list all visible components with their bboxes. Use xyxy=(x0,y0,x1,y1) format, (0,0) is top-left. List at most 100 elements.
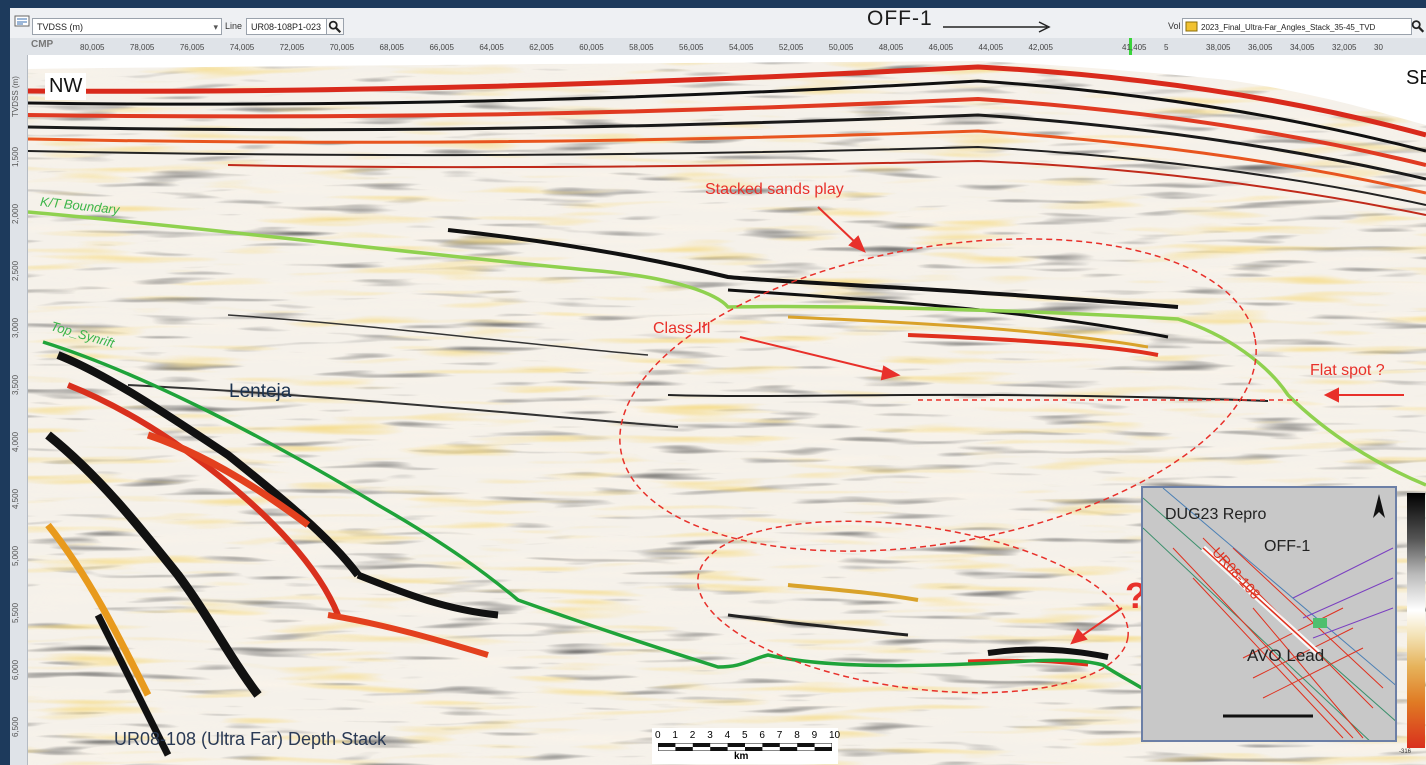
deep-anomaly-outline xyxy=(697,520,1129,694)
cmp-tick-label: 50,005 xyxy=(828,43,854,52)
depth-tick-label: 4,500 xyxy=(11,488,20,509)
scale-bar-tick: 3 xyxy=(707,730,713,741)
cmp-ruler[interactable]: CMP 80,005 78,005 76,005 74,005 72,005 70,005… xyxy=(10,38,1426,56)
depth-domain-select[interactable]: TVDSS (m) ▾ xyxy=(32,18,222,35)
cmp-tick-label: 52,005 xyxy=(778,43,804,52)
scale-bar: 0 1 2 3 4 5 6 7 8 9 10 km xyxy=(652,728,841,764)
scale-bar-tick: 1 xyxy=(672,730,678,741)
cmp-ruler-label: CMP xyxy=(31,39,54,50)
shallow-reflector-package xyxy=(28,64,1426,216)
cmp-tick-label: 56,005 xyxy=(679,43,704,52)
seismic-section[interactable]: NW SE K/T Boundary Top_Synrift Lenteja S… xyxy=(28,55,1426,765)
scale-bar-segment xyxy=(658,743,676,747)
scale-bar-graphic xyxy=(658,743,832,751)
cmp-tick-label: 62,005 xyxy=(529,43,554,52)
nw-direction-label: NW xyxy=(45,73,87,100)
cmp-tick-label: 41,405 xyxy=(1122,43,1147,52)
cmp-tick-label: 58,005 xyxy=(629,43,654,52)
scale-bar-tick: 9 xyxy=(811,730,818,741)
chevron-down-icon: ▾ xyxy=(213,22,218,32)
class-iii-arrowhead xyxy=(880,365,901,381)
cmp-tick-label: 60,005 xyxy=(579,43,604,52)
depth-tick-label: 6,500 xyxy=(11,716,20,737)
cmp-tick-label: 74,005 xyxy=(229,43,255,52)
line-label: Line xyxy=(225,21,243,31)
depth-tick-label: 3,000 xyxy=(11,317,20,338)
inset-avo-lead-label: AVO Lead xyxy=(1247,646,1325,665)
cmp-tick-label: 66,005 xyxy=(429,43,454,52)
depth-tick-label: 3,500 xyxy=(11,374,20,395)
scale-bar-segment xyxy=(745,747,763,751)
toolbar: TVDSS (m) ▾ Line UR08-108P1-023 OFF-1 Vo… xyxy=(10,8,1426,39)
class-iii-anomaly-outline xyxy=(619,238,1257,552)
vol-label: Vol xyxy=(1168,21,1181,31)
depth-domain-value: TVDSS (m) xyxy=(37,22,83,32)
cmp-tick-label: 64,005 xyxy=(479,43,504,52)
depth-tick-label: 4,000 xyxy=(11,431,20,452)
scale-bar-segment xyxy=(797,743,815,747)
cursor-position-marker xyxy=(1129,38,1132,55)
scale-bar-tick: 7 xyxy=(776,730,783,741)
kt-boundary-horizon xyxy=(28,210,1426,487)
line-input[interactable]: UR08-108P1-023 xyxy=(246,18,330,35)
cmp-tick-label: 36,005 xyxy=(1248,43,1273,52)
cmp-tick-label: 76,005 xyxy=(179,43,205,52)
volume-search-icon[interactable] xyxy=(1410,18,1426,34)
depth-tick-label: 2,500 xyxy=(11,260,20,281)
depth-ruler[interactable]: TVDSS (m) 1,500 2,000 2,500 3,000 3,500 4,000 4… xyxy=(10,55,28,765)
mid-reflectors xyxy=(127,228,1269,428)
direction-arrow-icon xyxy=(943,21,1051,33)
scale-bar-tick: 5 xyxy=(742,730,748,741)
cmp-tick-label: 30 xyxy=(1374,43,1383,52)
depth-tick-label: 6,000 xyxy=(11,659,20,680)
search-icon xyxy=(328,20,342,34)
class-iii-label: Class III xyxy=(653,320,711,337)
colorbar-gradient xyxy=(1407,493,1425,748)
volume-value: 2023_Final_Ultra-Far_Angles_Stack_35-45_… xyxy=(1201,23,1376,32)
inset-map-graphic xyxy=(1143,488,1395,740)
cmp-tick-label: 68,005 xyxy=(379,43,404,52)
top-synrift-horizon xyxy=(42,340,1154,697)
flat-spot-label: Flat spot ? xyxy=(1310,362,1385,379)
question-arrow xyxy=(1079,607,1123,638)
line-input-value: UR08-108P1-023 xyxy=(251,22,322,32)
scale-bar-tick: 8 xyxy=(794,730,800,741)
stacked-sands-label: Stacked sands play xyxy=(705,181,844,198)
stacked-sands-arrow xyxy=(817,206,859,246)
inset-location-map[interactable]: DUG23 Repro OFF-1 UR08-108 AVO Lead xyxy=(1141,486,1397,742)
section-view-icon[interactable] xyxy=(14,14,30,28)
inset-well-label: OFF-1 xyxy=(1264,538,1311,555)
scale-bar-tick: 2 xyxy=(689,730,696,741)
volume-cube-icon xyxy=(1185,21,1198,32)
question-arrowhead xyxy=(1070,628,1088,645)
cmp-tick-label: 5 xyxy=(1164,43,1169,52)
class-iii-arrow xyxy=(739,336,889,374)
section-caption: UR08-108 (Ultra Far) Depth Stack xyxy=(114,729,387,749)
scale-bar-segment xyxy=(814,747,832,751)
scale-bar-segment xyxy=(779,747,798,751)
scale-bar-segment xyxy=(675,747,693,751)
se-direction-label: SE xyxy=(1402,65,1426,92)
inset-map-title: DUG23 Repro xyxy=(1165,506,1267,523)
lenteja-label: Lenteja xyxy=(229,381,292,402)
stacked-sands-arrowhead xyxy=(848,235,866,253)
scale-bar-unit: km xyxy=(734,751,749,762)
scale-bar-tick: 10 xyxy=(829,730,841,741)
cmp-tick-label: 46,005 xyxy=(928,43,954,52)
scale-bar-tick: 6 xyxy=(759,730,765,741)
colorbar-min-label: -316 xyxy=(1399,749,1412,755)
depth-tick-label: 5,000 xyxy=(11,545,20,566)
line-search-button[interactable] xyxy=(326,18,344,35)
volume-select[interactable]: 2023_Final_Ultra-Far_Angles_Stack_35-45_… xyxy=(1182,18,1412,35)
depth-tick-label: 2,000 xyxy=(11,203,20,224)
depth-tick-label: 1,500 xyxy=(11,146,20,167)
cmp-tick-label: 78,005 xyxy=(129,43,155,52)
cmp-tick-label: 44,005 xyxy=(978,43,1004,52)
scale-bar-tick: 0 xyxy=(655,730,661,741)
scale-bar-segment xyxy=(710,747,728,751)
amplitude-colorbar: -316 xyxy=(1399,493,1425,758)
synrift-reflectors xyxy=(45,351,499,757)
scale-bar-tick: 4 xyxy=(724,730,731,741)
well-title: OFF-1 xyxy=(867,8,933,30)
cmp-tick-label: 70,005 xyxy=(329,43,355,52)
